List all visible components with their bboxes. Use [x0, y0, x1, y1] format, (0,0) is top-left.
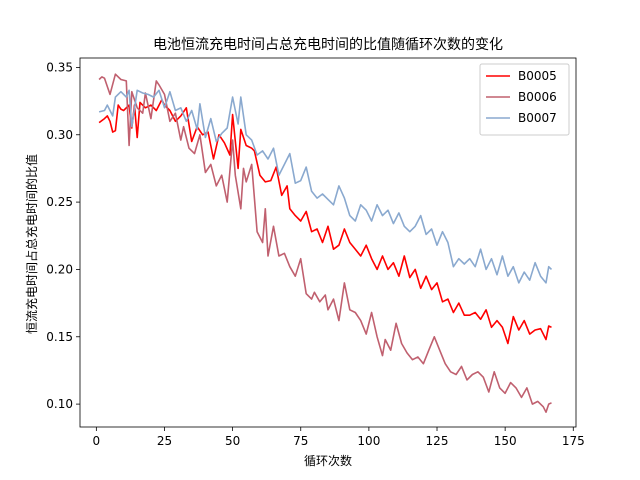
chart-title: 电池恒流充电时间占总充电时间的比值随循环次数的变化: [153, 37, 503, 53]
x-tick-label: 100: [357, 434, 380, 448]
x-tick-label: 175: [562, 434, 585, 448]
legend-label: B0005: [518, 69, 557, 83]
series-line-b0007: [98, 89, 553, 284]
legend-label: B0006: [518, 90, 557, 104]
series-line-b0005: [98, 98, 552, 345]
y-tick-label: 0.20: [46, 262, 73, 276]
x-axis-label: 循环次数: [304, 453, 352, 468]
series-layer: [98, 73, 553, 413]
x-tick-label: 150: [494, 434, 517, 448]
y-tick-label: 0.10: [46, 397, 73, 411]
y-axis-label: 恒流充电时间占总充电时间的比值: [24, 154, 39, 334]
y-tick-label: 0.15: [46, 330, 73, 344]
x-tick-label: 25: [157, 434, 172, 448]
x-tick-label: 50: [225, 434, 240, 448]
plot-frame: [79, 57, 577, 428]
y-tick-label: 0.30: [46, 128, 73, 142]
legend: B0005 B0006 B0007: [479, 63, 570, 136]
x-tick-label: 0: [93, 434, 101, 448]
legend-label: B0007: [518, 111, 557, 125]
y-tick-label: 0.25: [46, 195, 73, 209]
y-tick-label: 0.35: [46, 60, 73, 74]
x-tick-label: 125: [426, 434, 449, 448]
x-tick-label: 75: [293, 434, 308, 448]
axes-layer: 0 25 50 75 100 125 150 175 0.10 0.15 0.20 0.25 0.30 0…: [46, 57, 585, 448]
